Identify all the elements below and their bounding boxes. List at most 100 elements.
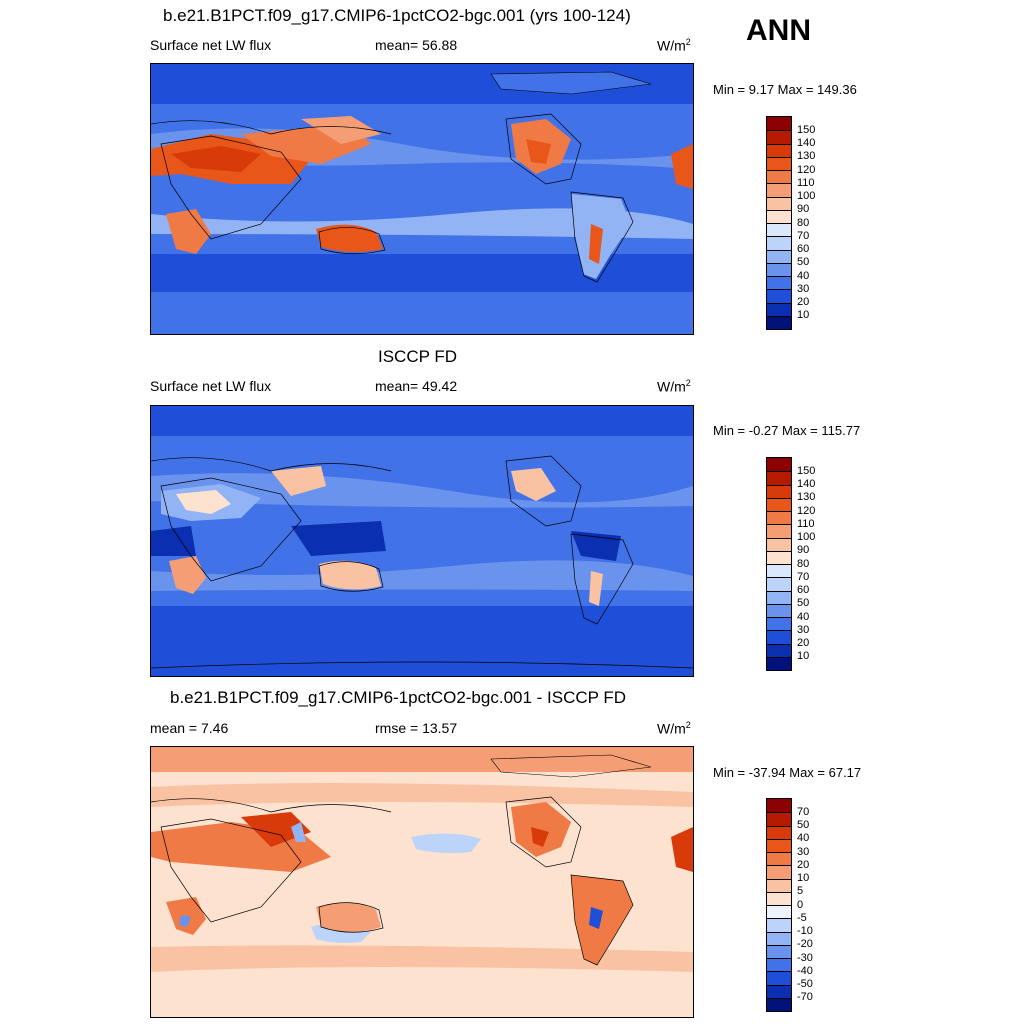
colorbar-swatch bbox=[767, 825, 791, 839]
colorbar-tick-label: 30 bbox=[797, 282, 810, 295]
colorbar-swatch bbox=[767, 984, 791, 998]
map-panel-obs bbox=[150, 405, 694, 677]
colorbar-swatch bbox=[767, 315, 791, 329]
colorbar-tick-label: -30 bbox=[797, 951, 813, 964]
colorbar-tick-label: 50 bbox=[797, 256, 810, 269]
colorbar-tick-label: -5 bbox=[797, 911, 807, 924]
colorbar-swatch bbox=[767, 117, 791, 131]
colorbar-tick-label: 40 bbox=[797, 269, 810, 282]
colorbar-swatch bbox=[767, 971, 791, 985]
colorbar-tick-label: 100 bbox=[797, 190, 816, 202]
colorbar-swatch bbox=[767, 484, 791, 498]
colorbar-swatch bbox=[767, 865, 791, 879]
panel-mean-label: mean = 7.46 bbox=[150, 720, 229, 736]
panel-rmse-label: rmse = 13.57 bbox=[375, 720, 458, 736]
colorbar-tick-label: 100 bbox=[797, 531, 816, 543]
colorbar-tick-label: 90 bbox=[797, 544, 810, 557]
colorbar-tick-label: 110 bbox=[797, 517, 815, 530]
colorbar-swatch bbox=[767, 564, 791, 578]
colorbar-swatch bbox=[767, 997, 791, 1011]
colorbar-tick-label: 10 bbox=[797, 309, 810, 322]
colorbar-swatch bbox=[767, 603, 791, 617]
panel-title: b.e21.B1PCT.f09_g17.CMIP6-1pctCO2-bgc.00… bbox=[170, 688, 627, 707]
colorbar-tick-label: 10 bbox=[797, 650, 810, 663]
colorbar-swatch bbox=[767, 471, 791, 485]
colorbar-tick-label: 20 bbox=[797, 858, 810, 871]
colorbar-tick-label: 110 bbox=[797, 176, 815, 189]
colorbar-tick-label: 10 bbox=[797, 872, 810, 884]
colorbar-swatch bbox=[767, 276, 791, 290]
colorbar-swatch bbox=[767, 458, 791, 472]
colorbar-difference: 70 50 40 30 20 10 5 0 -5 -10 -20 -30 -40 -50 -70 bbox=[766, 798, 813, 1012]
colorbar-swatch bbox=[767, 891, 791, 905]
season-label: ANN bbox=[746, 14, 811, 47]
colorbar-swatch bbox=[767, 630, 791, 644]
colorbar-swatch bbox=[767, 905, 791, 919]
colorbar-swatch bbox=[767, 812, 791, 826]
colorbar-tick-label: -50 bbox=[797, 978, 813, 990]
colorbar-swatch bbox=[767, 130, 791, 144]
colorbar-tick-label: -10 bbox=[797, 925, 813, 937]
colorbar-tick-label: 80 bbox=[797, 557, 810, 570]
colorbar-swatch bbox=[767, 183, 791, 197]
colorbar-swatch bbox=[767, 838, 791, 852]
map-panel-difference bbox=[150, 746, 694, 1018]
colorbar-swatch bbox=[767, 643, 791, 657]
colorbar-swatch bbox=[767, 262, 791, 276]
colorbar-swatch bbox=[767, 302, 791, 316]
colorbar-tick-label: 60 bbox=[797, 243, 810, 255]
colorbar-tick-label: 50 bbox=[797, 597, 810, 610]
colorbar-tick-label: 0 bbox=[797, 898, 804, 911]
colorbar-tick-label: 120 bbox=[797, 163, 816, 176]
colorbar-swatch bbox=[767, 170, 791, 184]
colorbar-swatch bbox=[767, 852, 791, 866]
colorbar-tick-label: 150 bbox=[797, 464, 816, 477]
colorbar-swatch bbox=[767, 958, 791, 972]
colorbar-tick-label: 150 bbox=[797, 123, 816, 136]
panel-left-label: Surface net LW flux bbox=[150, 37, 272, 53]
panel-units: W/m2 bbox=[657, 37, 691, 54]
panel-units: W/m2 bbox=[657, 378, 691, 395]
colorbar-tick-label: -20 bbox=[797, 938, 813, 951]
panel-minmax: Min = -0.27 Max = 115.77 bbox=[713, 423, 861, 438]
panel-units: W/m2 bbox=[657, 720, 691, 737]
colorbar-swatch bbox=[767, 249, 791, 263]
colorbar-tick-label: 40 bbox=[797, 610, 810, 623]
colorbar-swatch bbox=[767, 209, 791, 223]
colorbar-swatch bbox=[767, 799, 791, 813]
panel-minmax: Min = 9.17 Max = 149.36 bbox=[713, 82, 857, 97]
colorbar-tick-label: 80 bbox=[797, 216, 810, 229]
map-panel-model bbox=[150, 63, 694, 335]
colorbar-tick-label: 70 bbox=[797, 229, 810, 242]
colorbar-swatch bbox=[767, 944, 791, 958]
colorbar-swatch bbox=[767, 236, 791, 250]
colorbar-tick-label: 60 bbox=[797, 584, 810, 596]
panel-title: ISCCP FD bbox=[378, 347, 458, 366]
colorbar-swatch bbox=[767, 577, 791, 591]
colorbar-tick-label: -40 bbox=[797, 964, 813, 977]
panel-title: b.e21.B1PCT.f09_g17.CMIP6-1pctCO2-bgc.00… bbox=[163, 6, 631, 25]
colorbar-swatch bbox=[767, 497, 791, 511]
colorbar-tick-label: 30 bbox=[797, 845, 810, 858]
colorbar-tick-label: 120 bbox=[797, 504, 816, 517]
panel-mean-label: mean= 49.42 bbox=[375, 378, 458, 394]
panel-mean-label: mean= 56.88 bbox=[375, 37, 458, 53]
panel-left-label: Surface net LW flux bbox=[150, 378, 272, 394]
colorbar-tick-label: 40 bbox=[797, 832, 810, 845]
panel-minmax: Min = -37.94 Max = 67.17 bbox=[713, 765, 862, 780]
colorbar-tick-label: 90 bbox=[797, 203, 810, 216]
colorbar-tick-label: 70 bbox=[797, 570, 810, 583]
colorbar-swatch bbox=[767, 550, 791, 564]
colorbar-tick-label: 140 bbox=[797, 137, 816, 149]
colorbar-tick-label: 20 bbox=[797, 637, 810, 649]
colorbar-swatch bbox=[767, 931, 791, 945]
colorbar-swatch bbox=[767, 617, 791, 631]
colorbar-swatch bbox=[767, 524, 791, 538]
colorbar-swatch bbox=[767, 511, 791, 525]
colorbar-tick-label: -70 bbox=[797, 991, 813, 1004]
colorbar-tick-label: 130 bbox=[797, 150, 816, 163]
colorbar-tick-label: 130 bbox=[797, 491, 816, 504]
colorbar-tick-label: 50 bbox=[797, 819, 810, 831]
colorbar-swatch bbox=[767, 196, 791, 210]
colorbar-swatch bbox=[767, 143, 791, 157]
